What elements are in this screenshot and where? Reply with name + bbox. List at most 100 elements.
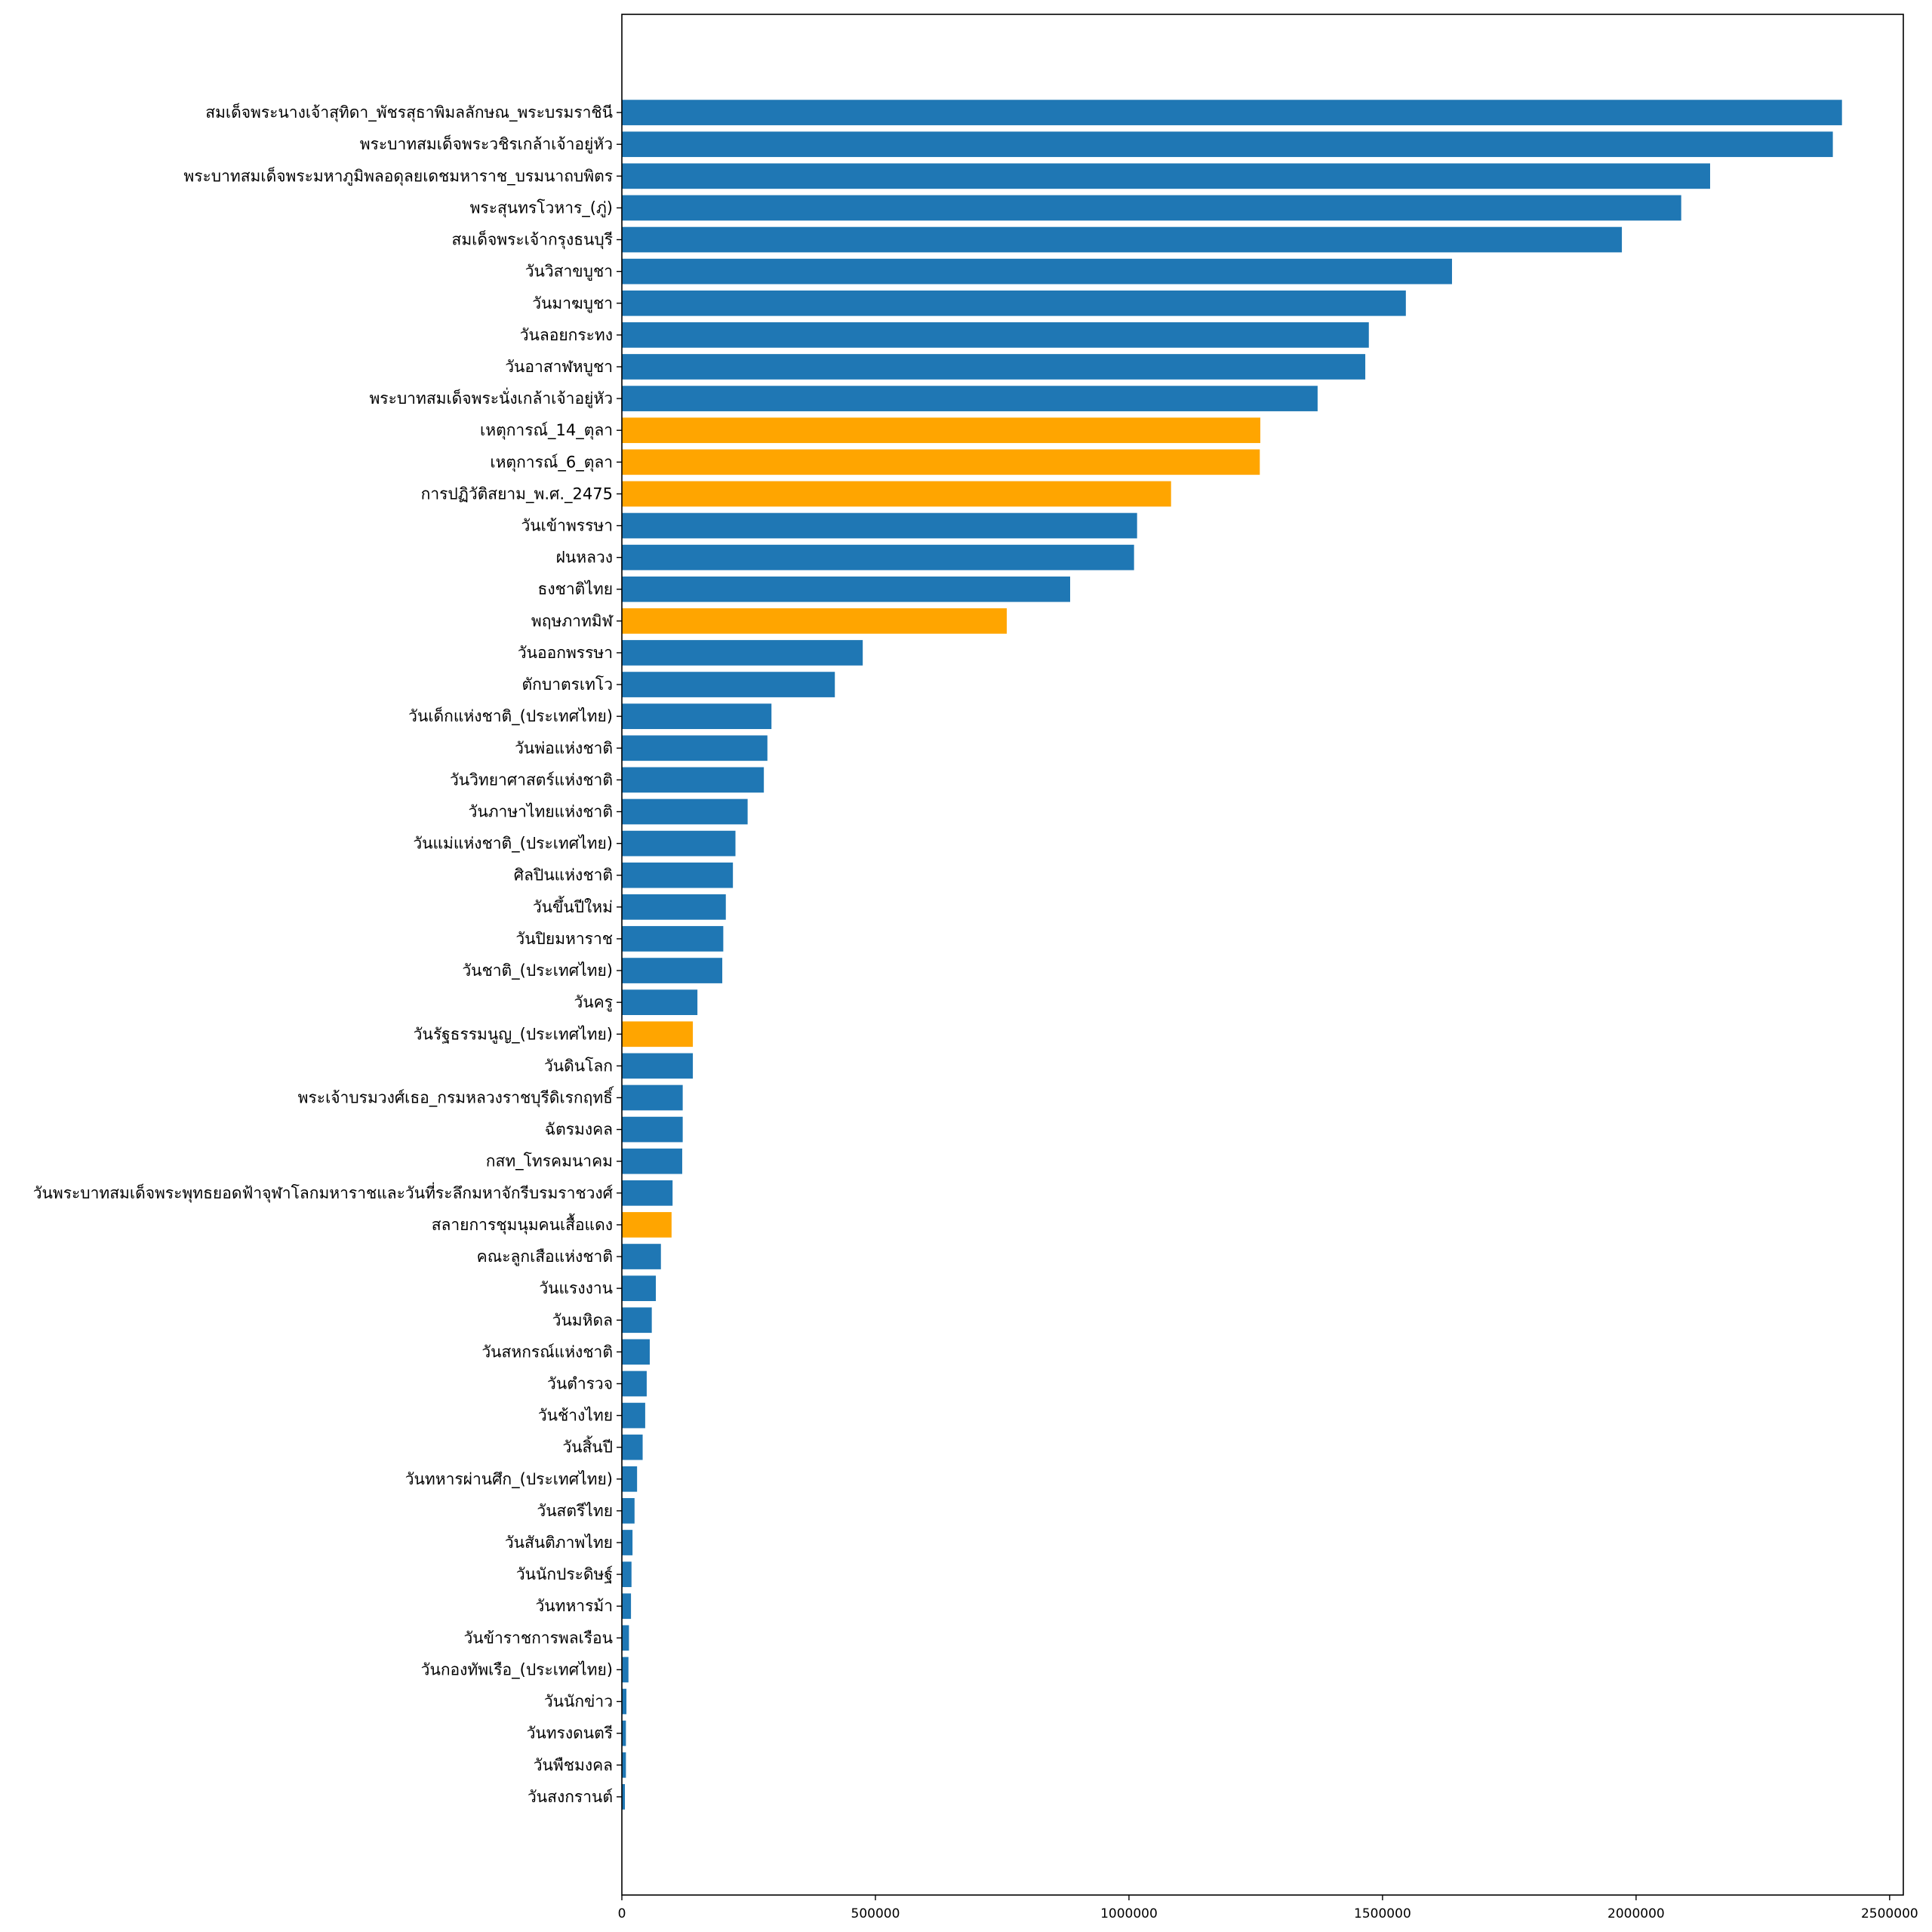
bar-4: [622, 226, 1623, 253]
y-tick-label: วันทรงดนตรี: [527, 1724, 613, 1743]
bar-1: [622, 131, 1833, 158]
bar-35: [622, 1212, 672, 1238]
bar-2: [622, 163, 1710, 189]
bar-41: [622, 1402, 645, 1429]
bar-10: [622, 417, 1260, 444]
x-tick-label: 500000: [851, 1906, 900, 1921]
bar-16: [622, 608, 1008, 634]
bar-29: [622, 1021, 694, 1048]
y-tick-label: วันรัฐธรรมนูญ_(ประเทศไทย): [414, 1025, 613, 1044]
y-axis-ticks: สมเด็จพระนางเจ้าสุทิดา_พัชรสุธาพิมลลักษณ…: [33, 102, 622, 1806]
x-tick-label: 0: [618, 1906, 626, 1921]
y-tick-label: วันสงกรานต์: [528, 1788, 613, 1806]
bar-39: [622, 1339, 650, 1365]
y-tick-label: วันนักข่าว: [544, 1693, 613, 1711]
y-tick-label: วันวิทยาศาสตร์แห่งชาติ: [450, 771, 613, 789]
y-tick-label: สมเด็จพระเจ้ากรุงธนบุรี: [452, 229, 614, 250]
bar-32: [622, 1116, 683, 1143]
y-tick-label: ศิลปินแห่งชาติ: [514, 866, 613, 884]
bars-group: [622, 100, 1842, 1810]
x-tick-label: 2000000: [1607, 1906, 1665, 1921]
y-tick-label: ฉัตรมงคล: [545, 1121, 613, 1139]
bar-0: [622, 100, 1842, 125]
bar-7: [622, 322, 1369, 348]
y-tick-label: ธงชาติไทย: [538, 580, 613, 598]
y-tick-label: วันกองทัพเรือ_(ประเทศไทย): [421, 1660, 613, 1679]
bar-37: [622, 1275, 657, 1301]
y-tick-label: วันทหารม้า: [535, 1597, 613, 1615]
y-tick-label: วันออกพรรษา: [518, 644, 613, 662]
y-tick-label: พฤษภาทมิฬ: [531, 612, 614, 630]
y-tick-label: วันพระบาทสมเด็จพระพุทธยอดฟ้าจุฬาโลกมหารา…: [33, 1182, 614, 1203]
y-tick-label: ตักบาตรเทโว: [522, 675, 613, 694]
bar-5: [622, 258, 1452, 285]
x-tick-label: 1500000: [1354, 1906, 1411, 1921]
bar-8: [622, 354, 1366, 380]
y-tick-label: พระบาทสมเด็จพระนั่งเกล้าเจ้าอยู่หัว: [369, 387, 613, 408]
bar-24: [622, 862, 734, 888]
bar-20: [622, 735, 768, 761]
x-axis-ticks: 0 500000 1000000 1500000 2000000 2500000: [618, 1895, 1918, 1921]
bar-25: [622, 894, 726, 920]
bar-3: [622, 195, 1681, 221]
y-tick-label: วันพ่อแห่งชาติ: [515, 739, 613, 757]
y-tick-label: วันครู: [574, 993, 613, 1012]
bar-18: [622, 672, 835, 697]
bar-23: [622, 830, 736, 857]
bar-40: [622, 1371, 647, 1397]
y-tick-label: พระบาทสมเด็จพระมหาภูมิพลอดุลยเดชมหาราช_บ…: [183, 165, 613, 186]
y-tick-label: วันดินโลก: [544, 1057, 613, 1075]
y-tick-label: ฝนหลวง: [556, 549, 613, 567]
y-tick-label: วันอาสาฬหบูชา: [505, 358, 613, 377]
y-tick-label: วันช้างไทย: [538, 1407, 613, 1425]
bar-11: [622, 449, 1260, 475]
bar-50: [622, 1688, 627, 1715]
bar-49: [622, 1657, 629, 1683]
bar-26: [622, 926, 724, 952]
bar-46: [622, 1561, 632, 1587]
y-tick-label: วันมาฆบูชา: [532, 294, 613, 313]
y-tick-label: การปฏิวัติสยาม_พ.ศ._2475: [421, 485, 613, 503]
axes-frame: [621, 14, 1904, 1896]
bar-6: [622, 290, 1406, 316]
bar-47: [622, 1593, 632, 1620]
bar-15: [622, 576, 1070, 602]
y-tick-label: วันวิสาขบูชา: [525, 263, 613, 281]
bar-44: [622, 1498, 635, 1524]
y-tick-label: วันมหิดล: [552, 1311, 613, 1329]
y-tick-label: วันลอยกระทง: [520, 326, 613, 344]
bar-38: [622, 1307, 652, 1334]
bar-34: [622, 1180, 673, 1206]
x-tick-label: 2500000: [1861, 1906, 1918, 1921]
x-tick-label: 1000000: [1100, 1906, 1158, 1921]
bar-9: [622, 386, 1318, 411]
bar-19: [622, 703, 772, 730]
y-tick-label: พระสุนทรโวหาร_(ภู่): [470, 198, 613, 217]
y-tick-label: วันปิยมหาราช: [515, 930, 613, 948]
bar-42: [622, 1434, 643, 1460]
y-tick-label: สมเด็จพระนางเจ้าสุทิดา_พัชรสุธาพิมลลักษณ…: [205, 102, 613, 122]
y-tick-label: วันทหารผ่านศึก_(ประเทศไทย): [405, 1470, 613, 1489]
bar-12: [622, 481, 1171, 507]
bar-51: [622, 1720, 626, 1746]
bar-30: [622, 1053, 694, 1079]
y-tick-label: พระบาทสมเด็จพระวชิรเกล้าเจ้าอยู่หัว: [360, 134, 613, 154]
bar-36: [622, 1244, 661, 1269]
y-tick-label: วันเด็กแห่งชาติ_(ประเทศไทย): [408, 706, 613, 726]
y-tick-label: วันสันติภาพไทย: [505, 1534, 613, 1552]
bar-27: [622, 958, 723, 983]
bar-17: [622, 640, 863, 666]
bar-22: [622, 798, 748, 825]
bar-31: [622, 1084, 683, 1111]
y-tick-label: วันขึ้นปีใหม่: [533, 896, 613, 916]
bar-33: [622, 1148, 682, 1174]
bar-52: [622, 1752, 626, 1778]
bar-48: [622, 1625, 629, 1651]
bar-14: [622, 544, 1134, 571]
y-tick-label: วันภาษาไทยแห่งชาติ: [469, 803, 613, 821]
y-tick-label: วันแรงงาน: [539, 1279, 613, 1297]
y-tick-label: วันแม่แห่งชาติ_(ประเทศไทย): [413, 835, 613, 854]
y-tick-label: เหตุการณ์_14_ตุลา: [480, 421, 613, 440]
bar-53: [622, 1784, 626, 1810]
